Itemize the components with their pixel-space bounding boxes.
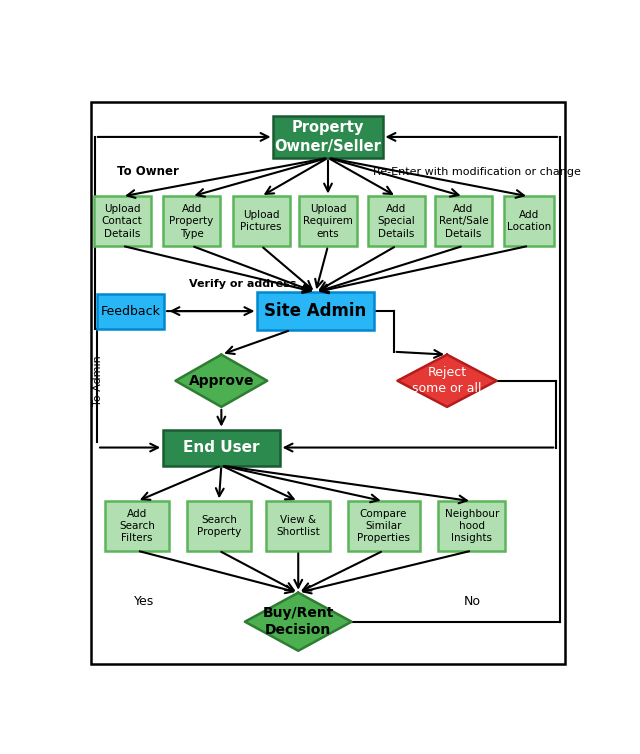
Text: Upload
Contact
Details: Upload Contact Details: [102, 204, 143, 238]
FancyBboxPatch shape: [163, 197, 220, 246]
Text: Add
Rent/Sale
Details: Add Rent/Sale Details: [438, 204, 488, 238]
Polygon shape: [397, 354, 497, 407]
FancyBboxPatch shape: [266, 501, 330, 550]
Text: Upload
Pictures: Upload Pictures: [240, 210, 282, 232]
Polygon shape: [175, 354, 268, 407]
FancyBboxPatch shape: [504, 197, 554, 246]
FancyBboxPatch shape: [348, 501, 419, 550]
Text: Verify or address: Verify or address: [189, 279, 296, 289]
Text: Upload
Requirem
ents: Upload Requirem ents: [303, 204, 353, 238]
FancyBboxPatch shape: [368, 197, 425, 246]
FancyBboxPatch shape: [438, 501, 506, 550]
Text: Compare
Similar
Properties: Compare Similar Properties: [357, 508, 410, 544]
FancyBboxPatch shape: [187, 501, 251, 550]
Text: Add
Search
Filters: Add Search Filters: [119, 508, 155, 544]
Text: To Admin: To Admin: [93, 355, 103, 406]
FancyBboxPatch shape: [97, 294, 164, 329]
Text: View &
Shortlist: View & Shortlist: [276, 515, 320, 537]
Text: To Owner: To Owner: [117, 165, 179, 178]
Text: Search
Property: Search Property: [196, 515, 241, 537]
Text: No: No: [463, 595, 481, 608]
Text: Add
Location: Add Location: [507, 210, 551, 232]
Text: Neighbour
hood
Insights: Neighbour hood Insights: [445, 508, 499, 544]
FancyBboxPatch shape: [300, 197, 356, 246]
Text: End User: End User: [183, 440, 260, 455]
Text: Re-Enter with modification or change: Re-Enter with modification or change: [372, 167, 580, 176]
Text: Approve: Approve: [189, 374, 254, 388]
FancyBboxPatch shape: [232, 197, 289, 246]
Text: Add
Special
Details: Add Special Details: [378, 204, 415, 238]
Text: Add
Property
Type: Add Property Type: [170, 204, 214, 238]
FancyBboxPatch shape: [273, 116, 383, 158]
FancyBboxPatch shape: [105, 501, 169, 550]
Text: Property
Owner/Seller: Property Owner/Seller: [275, 120, 381, 154]
Polygon shape: [245, 593, 351, 651]
Text: Yes: Yes: [134, 595, 155, 608]
FancyBboxPatch shape: [163, 430, 280, 465]
FancyBboxPatch shape: [93, 197, 150, 246]
Text: Site Admin: Site Admin: [264, 302, 367, 320]
Text: Feedback: Feedback: [100, 305, 161, 317]
Text: Reject
some or all: Reject some or all: [412, 366, 482, 395]
FancyBboxPatch shape: [257, 293, 374, 330]
Text: Buy/Rent
Decision: Buy/Rent Decision: [262, 606, 334, 637]
FancyBboxPatch shape: [435, 197, 492, 246]
